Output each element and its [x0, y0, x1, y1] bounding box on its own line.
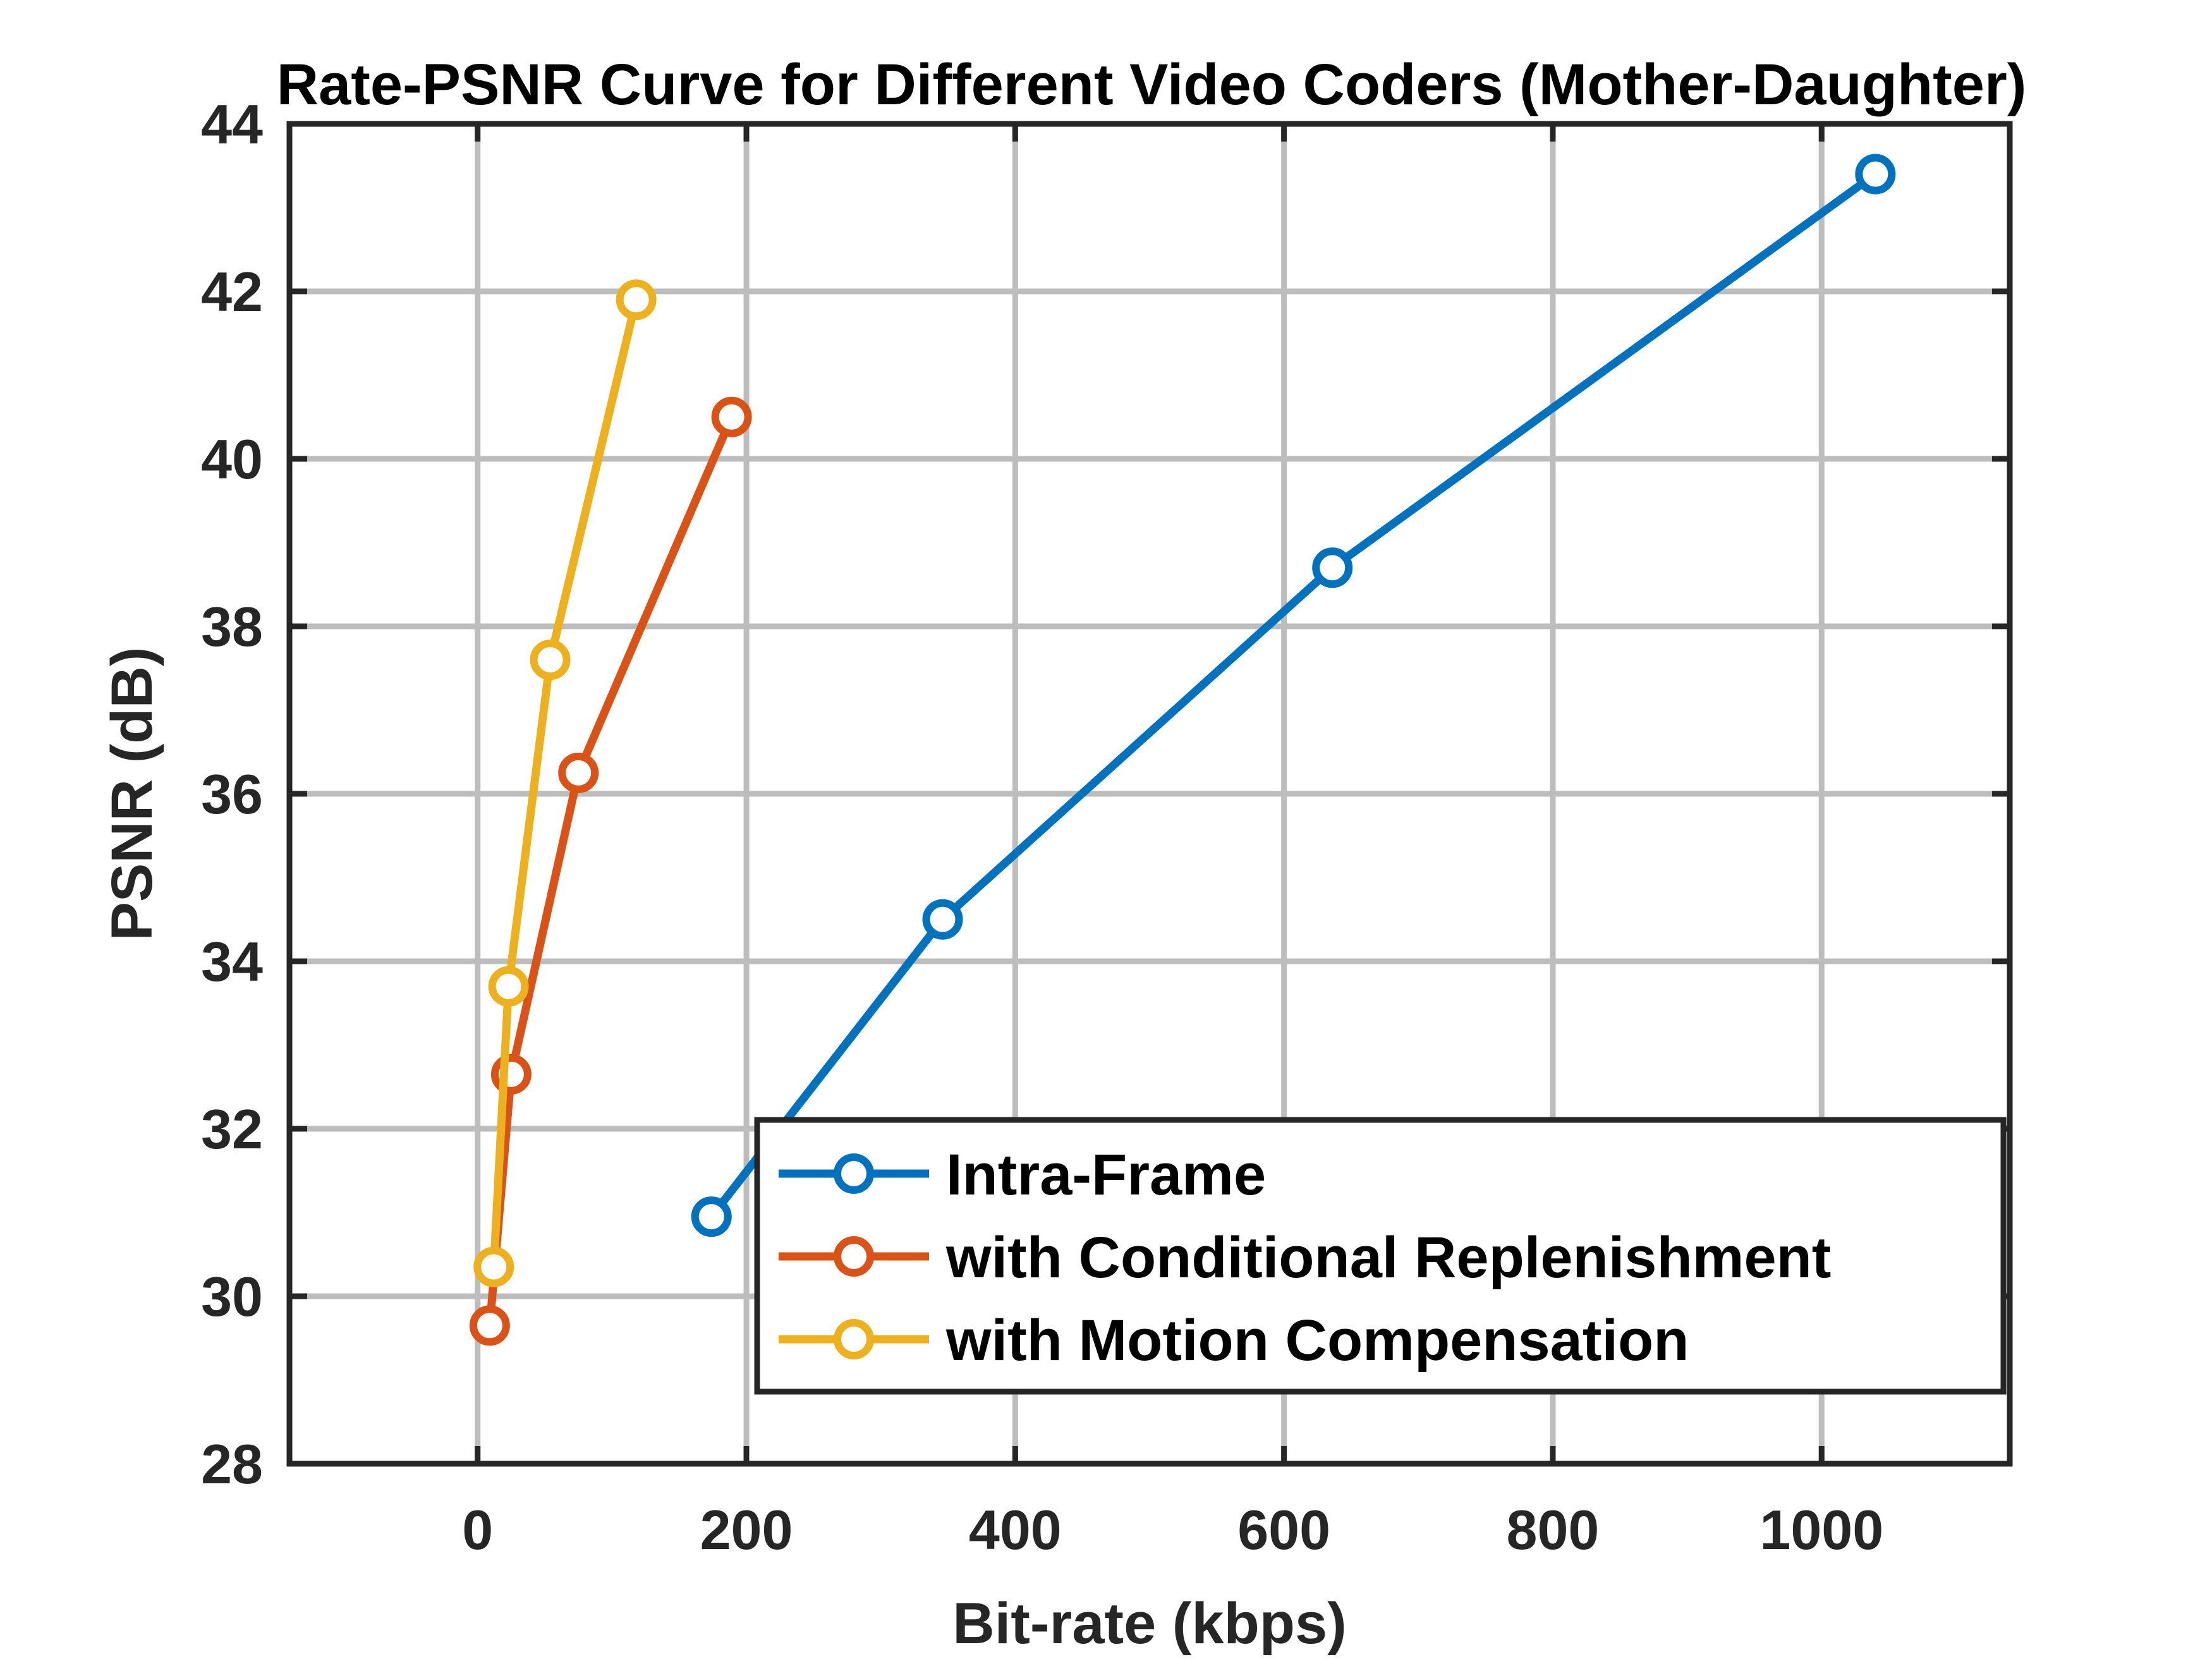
x-tick-label: 0 — [462, 1498, 493, 1561]
data-point — [691, 1196, 732, 1237]
legend-entry: with Motion Compensation — [779, 1308, 1689, 1373]
y-tick-label: 44 — [201, 93, 263, 155]
series-line — [707, 170, 1880, 1221]
series-lines — [469, 154, 1896, 1346]
x-tick-label: 600 — [1237, 1498, 1330, 1561]
x-tick-label: 1000 — [1759, 1498, 1883, 1561]
legend-entries: Intra-Frame with Conditional Replenishmen… — [779, 1143, 1831, 1373]
y-tick-label: 32 — [201, 1098, 263, 1160]
data-point — [922, 899, 963, 940]
series-1 — [691, 154, 1896, 1237]
y-tick-labels: 28 30 32 34 36 38 40 42 44 — [201, 93, 263, 1495]
x-tick-label: 800 — [1507, 1498, 1600, 1561]
x-tick-label: 200 — [700, 1498, 793, 1561]
data-point — [1312, 547, 1353, 588]
legend: Intra-Frame with Conditional Replenishmen… — [754, 1117, 2007, 1395]
data-point — [488, 966, 529, 1007]
data-point — [1855, 154, 1896, 195]
y-tick-label: 38 — [201, 595, 263, 658]
y-axis-label: PSNR (dB) — [100, 647, 164, 940]
y-tick-label: 34 — [201, 930, 263, 993]
grid-lines — [289, 124, 2010, 1464]
series-line — [489, 295, 641, 1272]
legend-label: with Motion Compensation — [945, 1308, 1689, 1373]
y-tick-label: 28 — [201, 1433, 263, 1495]
data-point — [711, 396, 752, 437]
data-point — [558, 752, 599, 793]
data-point — [473, 1246, 514, 1287]
legend-label: with Conditional Replenishment — [945, 1225, 1831, 1290]
x-tick-labels: 0 200 400 600 800 1000 — [462, 1498, 1883, 1561]
legend-box — [754, 1117, 2007, 1395]
legend-swatch-marker — [834, 1153, 874, 1194]
chart-title: Rate-PSNR Curve for Different Video Code… — [277, 52, 2027, 117]
data-point — [469, 1305, 510, 1346]
legend-swatch-marker — [834, 1236, 874, 1277]
data-point — [616, 279, 657, 320]
legend-label: Intra-Frame — [946, 1143, 1266, 1207]
y-tick-label: 40 — [201, 428, 263, 490]
x-axis-label: Bit-rate (kbps) — [952, 1591, 1347, 1656]
series-3 — [473, 279, 657, 1287]
legend-entry: with Conditional Replenishment — [779, 1225, 1831, 1290]
y-tick-label: 30 — [201, 1265, 263, 1328]
y-tick-label: 36 — [201, 763, 263, 825]
axes-frame — [286, 121, 2013, 1467]
legend-swatch-marker — [834, 1319, 874, 1359]
data-point — [530, 640, 571, 680]
x-tick-label: 400 — [969, 1498, 1062, 1561]
y-tick-label: 42 — [201, 260, 263, 323]
legend-entry: Intra-Frame — [779, 1143, 1266, 1207]
